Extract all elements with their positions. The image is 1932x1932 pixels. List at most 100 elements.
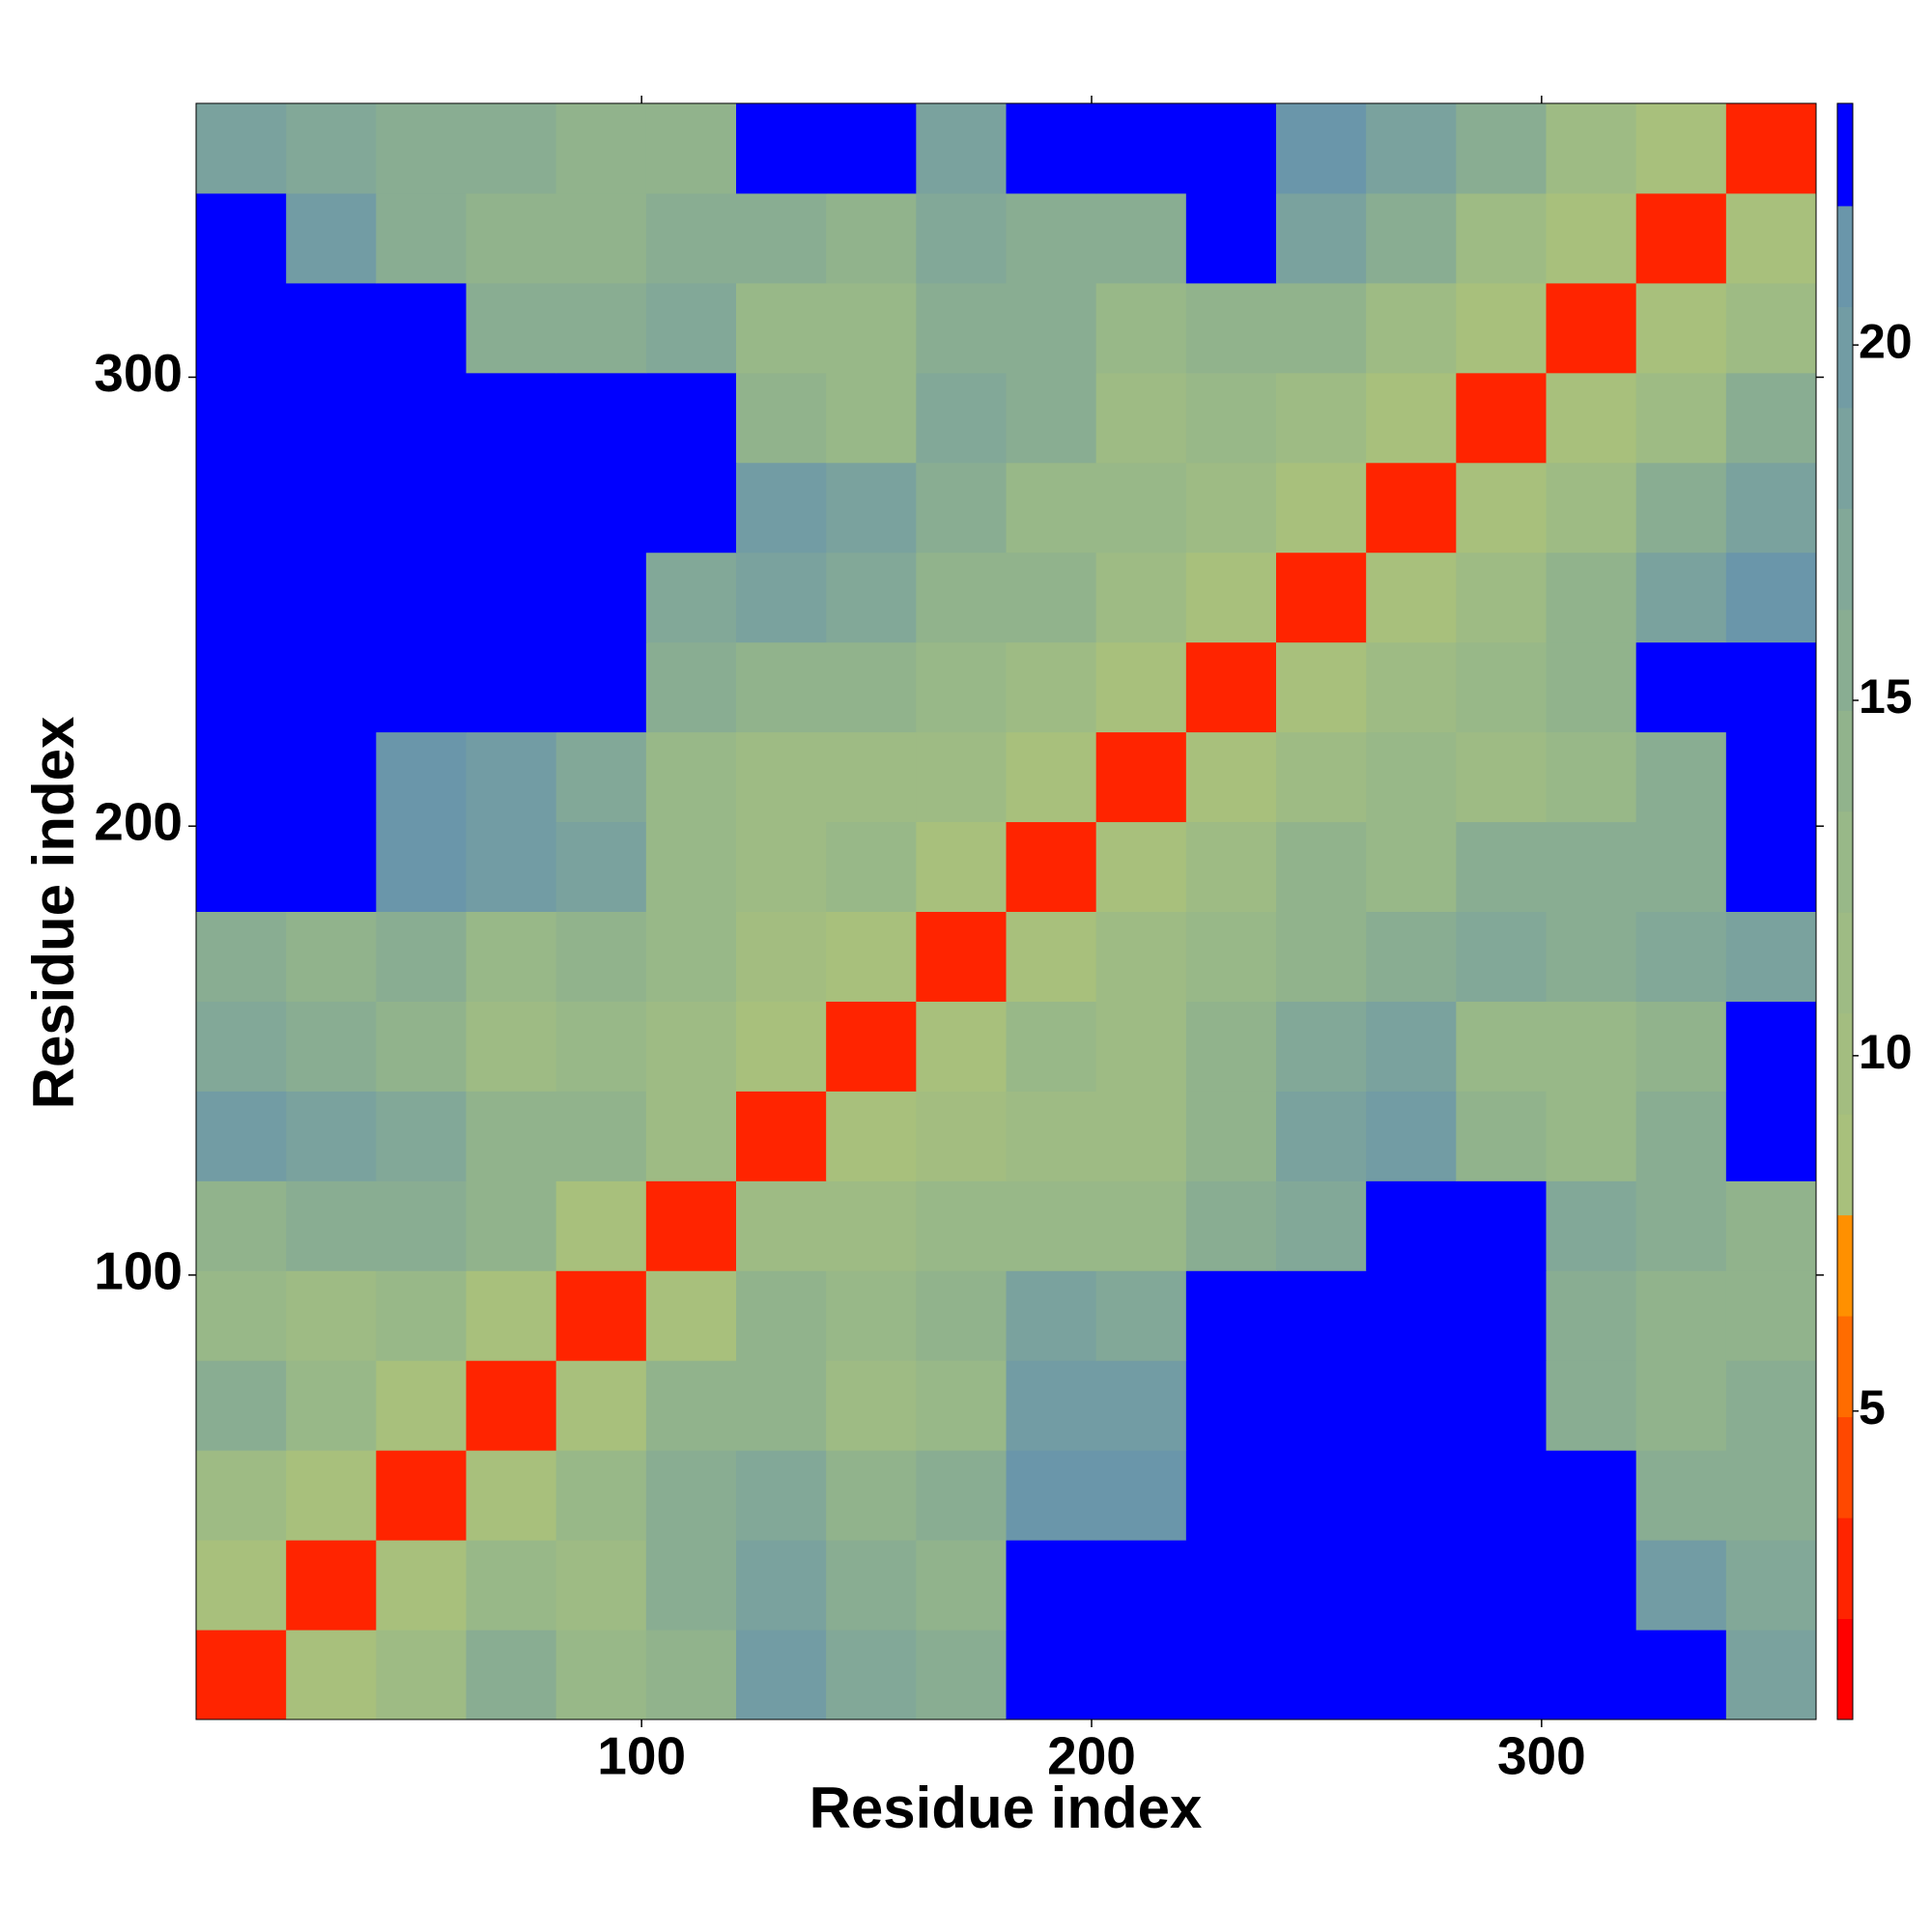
heatmap-cell bbox=[1006, 821, 1097, 912]
heatmap-cell bbox=[555, 282, 647, 374]
heatmap-cell bbox=[916, 192, 1007, 284]
heatmap-cell bbox=[645, 192, 737, 284]
heatmap-cell bbox=[1725, 731, 1817, 823]
heatmap-cell bbox=[1185, 1270, 1277, 1361]
heatmap-cell bbox=[1456, 103, 1547, 194]
heatmap-cell bbox=[645, 1001, 737, 1092]
heatmap-cell bbox=[196, 552, 287, 643]
heatmap-cell bbox=[736, 1091, 827, 1181]
heatmap-cell bbox=[736, 1270, 827, 1361]
heatmap-cell bbox=[1546, 192, 1637, 284]
heatmap-cell bbox=[1546, 1091, 1637, 1181]
x-axis-title: Residue index bbox=[810, 1776, 1203, 1840]
heatmap-cell bbox=[555, 372, 647, 464]
heatmap-cell bbox=[1546, 1360, 1637, 1451]
colorbar-band bbox=[1837, 508, 1853, 611]
colorbar-tick-label: 15 bbox=[1859, 669, 1913, 724]
colorbar-band bbox=[1837, 1518, 1853, 1620]
heatmap-cell bbox=[1276, 1540, 1367, 1631]
heatmap-cell bbox=[196, 372, 287, 464]
heatmap-cell bbox=[1635, 1001, 1727, 1092]
heatmap-cell bbox=[555, 1091, 647, 1181]
heatmap-cell bbox=[826, 641, 917, 733]
heatmap-cell bbox=[1185, 731, 1277, 823]
heatmap-cell bbox=[1366, 462, 1457, 554]
heatmap-cell bbox=[1185, 821, 1277, 912]
heatmap-cell bbox=[1546, 552, 1637, 643]
heatmap-cell bbox=[645, 641, 737, 733]
heatmap-cell bbox=[376, 1270, 467, 1361]
heatmap-cell bbox=[1546, 103, 1637, 194]
y-axis-title: Residue index bbox=[21, 717, 86, 1110]
heatmap-cell bbox=[1546, 1630, 1637, 1720]
heatmap-cell bbox=[196, 911, 287, 1002]
heatmap-cell bbox=[286, 1001, 377, 1092]
heatmap-cell bbox=[826, 192, 917, 284]
heatmap-cell bbox=[1276, 462, 1367, 554]
heatmap-cell bbox=[826, 1450, 917, 1541]
heatmap-cell bbox=[1366, 1450, 1457, 1541]
heatmap-cell bbox=[1185, 1450, 1277, 1541]
heatmap-cell bbox=[736, 911, 827, 1002]
heatmap-cell bbox=[1725, 1001, 1817, 1092]
heatmap-cell bbox=[1276, 1270, 1367, 1361]
heatmap-cell bbox=[1185, 552, 1277, 643]
heatmap-cell bbox=[1456, 911, 1547, 1002]
heatmap-cell bbox=[1546, 372, 1637, 464]
colorbar-band bbox=[1837, 306, 1853, 409]
heatmap-cell bbox=[645, 1540, 737, 1631]
x-tick-label: 200 bbox=[1047, 1726, 1136, 1786]
heatmap-cell bbox=[1095, 1270, 1187, 1361]
heatmap-cell bbox=[466, 1270, 557, 1361]
heatmap-cell bbox=[645, 1180, 737, 1271]
heatmap-cell bbox=[196, 1630, 287, 1720]
heatmap-cell bbox=[376, 821, 467, 912]
heatmap-cell bbox=[1725, 1450, 1817, 1541]
heatmap-cell bbox=[1635, 911, 1727, 1002]
heatmap-cell bbox=[1366, 552, 1457, 643]
heatmap-cell bbox=[466, 911, 557, 1002]
y-tick-label: 200 bbox=[94, 792, 183, 852]
heatmap-cell bbox=[1635, 1270, 1727, 1361]
heatmap-cell bbox=[1276, 731, 1367, 823]
plot-frame bbox=[195, 102, 1817, 1720]
heatmap-cell bbox=[1185, 641, 1277, 733]
heatmap-cell bbox=[376, 552, 467, 643]
heatmap-cell bbox=[466, 641, 557, 733]
heatmap-cell bbox=[1006, 911, 1097, 1002]
heatmap-cell bbox=[916, 1270, 1007, 1361]
heatmap-cell bbox=[1006, 192, 1097, 284]
heatmap-cell bbox=[736, 1360, 827, 1451]
heatmap-cell bbox=[286, 462, 377, 554]
heatmap-cell bbox=[1006, 731, 1097, 823]
heatmap-cell bbox=[1725, 821, 1817, 912]
heatmap-cell bbox=[196, 1540, 287, 1631]
heatmap-cell bbox=[286, 1270, 377, 1361]
heatmap-cell bbox=[1366, 1001, 1457, 1092]
heatmap-cell bbox=[1635, 1450, 1727, 1541]
heatmap-cell bbox=[1456, 1180, 1547, 1271]
colorbar-tick-label: 5 bbox=[1859, 1380, 1886, 1435]
heatmap-cell bbox=[1185, 372, 1277, 464]
heatmap-cell bbox=[1635, 372, 1727, 464]
heatmap-cell bbox=[1185, 1360, 1277, 1451]
heatmap-cell bbox=[736, 192, 827, 284]
heatmap-cell bbox=[1725, 911, 1817, 1002]
heatmap-cell bbox=[1006, 103, 1097, 194]
heatmap-cell bbox=[286, 1630, 377, 1720]
heatmap-cell bbox=[286, 372, 377, 464]
heatmap-cell bbox=[1456, 1360, 1547, 1451]
heatmap-cell bbox=[1635, 192, 1727, 284]
heatmap-cell bbox=[1456, 372, 1547, 464]
heatmap-cell bbox=[1456, 282, 1547, 374]
heatmap-cell bbox=[1095, 552, 1187, 643]
heatmap-cell bbox=[916, 1540, 1007, 1631]
heatmap-cell bbox=[376, 1630, 467, 1720]
heatmap-cell bbox=[1546, 282, 1637, 374]
heatmap-cell bbox=[916, 1180, 1007, 1271]
heatmap-cell bbox=[736, 462, 827, 554]
heatmap-cell bbox=[466, 1540, 557, 1631]
heatmap-cell bbox=[1366, 1540, 1457, 1631]
heatmap-cell bbox=[376, 1180, 467, 1271]
